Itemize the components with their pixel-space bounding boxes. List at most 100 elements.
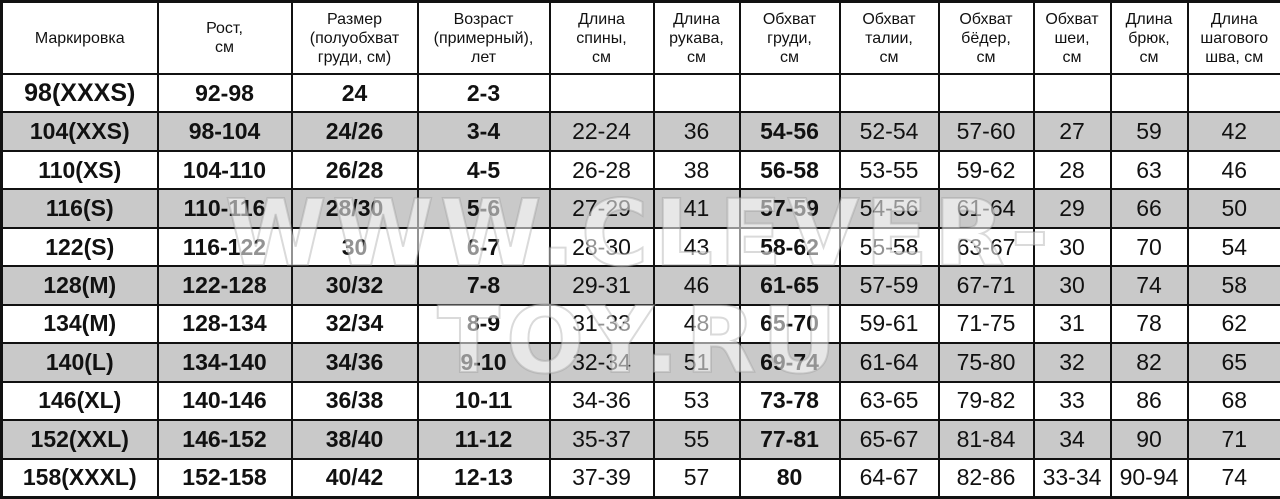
table-row: 146(XL) 140-146 36/38 10-11 34-36 53 73-78 63-6… [0, 380, 1280, 422]
column-header-height: Рост, см [156, 0, 293, 75]
cell-waist: 52-54 [838, 111, 940, 152]
cell-waist: 61-64 [838, 342, 940, 383]
cell-waist: 63-65 [838, 380, 940, 422]
table-row: 104(XXS) 98-104 24/26 3-4 22-24 36 54-56 52-54 5… [0, 111, 1280, 152]
cell-height: 104-110 [156, 149, 293, 191]
cell-inseam: 58 [1186, 265, 1280, 306]
cell-neck: 29 [1032, 188, 1112, 229]
table-row: 158(XXXL) 152-158 40/42 12-13 37-39 57 80 64-67… [0, 457, 1280, 499]
cell-size: 30 [290, 226, 419, 268]
table-row: 98(XXXS) 92-98 24 2-3 [0, 72, 1280, 114]
cell-neck: 32 [1032, 342, 1112, 383]
cell-chest [738, 72, 841, 114]
table-row: 140(L) 134-140 34/36 9-10 32-34 51 69-74 61-64 7… [0, 342, 1280, 383]
cell-neck: 34 [1032, 419, 1112, 460]
column-header-trousers-length: Длина брюк, см [1109, 0, 1189, 75]
cell-hips: 63-67 [937, 226, 1035, 268]
cell-sleeve-length: 36 [652, 111, 741, 152]
cell-trousers-length: 66 [1109, 188, 1189, 229]
cell-back-length: 27-29 [548, 188, 655, 229]
cell-chest: 80 [738, 457, 841, 499]
cell-back-length: 22-24 [548, 111, 655, 152]
cell-waist: 65-67 [838, 419, 940, 460]
cell-inseam: 65 [1186, 342, 1280, 383]
cell-waist: 55-58 [838, 226, 940, 268]
cell-chest: 54-56 [738, 111, 841, 152]
cell-size: 26/28 [290, 149, 419, 191]
cell-back-length: 35-37 [548, 419, 655, 460]
cell-chest: 73-78 [738, 380, 841, 422]
cell-hips: 59-62 [937, 149, 1035, 191]
cell-height: 122-128 [156, 265, 293, 306]
cell-height: 110-116 [156, 188, 293, 229]
cell-age: 8-9 [416, 303, 551, 345]
cell-hips [937, 72, 1035, 114]
cell-hips: 82-86 [937, 457, 1035, 499]
cell-waist: 59-61 [838, 303, 940, 345]
cell-height: 140-146 [156, 380, 293, 422]
column-header-neck: Обхват шеи, см [1032, 0, 1112, 75]
cell-inseam: 74 [1186, 457, 1280, 499]
column-header-inseam: Длина шагового шва, см [1186, 0, 1280, 75]
cell-inseam: 46 [1186, 149, 1280, 191]
cell-age: 3-4 [416, 111, 551, 152]
cell-marking: 134(M) [0, 303, 159, 345]
table-row: 134(M) 128-134 32/34 8-9 31-33 48 65-70 59-61 71… [0, 303, 1280, 345]
cell-neck [1032, 72, 1112, 114]
cell-trousers-length: 90-94 [1109, 457, 1189, 499]
cell-size: 30/32 [290, 265, 419, 306]
cell-trousers-length [1109, 72, 1189, 114]
cell-trousers-length: 59 [1109, 111, 1189, 152]
cell-size: 40/42 [290, 457, 419, 499]
cell-size: 36/38 [290, 380, 419, 422]
cell-trousers-length: 70 [1109, 226, 1189, 268]
cell-back-length: 37-39 [548, 457, 655, 499]
cell-sleeve-length: 43 [652, 226, 741, 268]
table-row: 116(S) 110-116 28/30 5-6 27-29 41 57-59 54-56 61… [0, 188, 1280, 229]
cell-size: 32/34 [290, 303, 419, 345]
cell-hips: 81-84 [937, 419, 1035, 460]
cell-age: 9-10 [416, 342, 551, 383]
cell-marking: 104(XXS) [0, 111, 159, 152]
column-header-marking: Маркировка [0, 0, 159, 75]
cell-back-length [548, 72, 655, 114]
column-header-waist: Обхват талии, см [838, 0, 940, 75]
cell-size: 24/26 [290, 111, 419, 152]
cell-waist: 64-67 [838, 457, 940, 499]
cell-neck: 30 [1032, 265, 1112, 306]
cell-neck: 28 [1032, 149, 1112, 191]
column-header-hips: Обхват бёдер, см [937, 0, 1035, 75]
cell-chest: 65-70 [738, 303, 841, 345]
cell-marking: 116(S) [0, 188, 159, 229]
cell-size: 38/40 [290, 419, 419, 460]
cell-marking: 140(L) [0, 342, 159, 383]
cell-height: 128-134 [156, 303, 293, 345]
cell-waist: 53-55 [838, 149, 940, 191]
cell-chest: 61-65 [738, 265, 841, 306]
cell-waist: 54-56 [838, 188, 940, 229]
cell-age: 6-7 [416, 226, 551, 268]
cell-sleeve-length: 53 [652, 380, 741, 422]
cell-back-length: 28-30 [548, 226, 655, 268]
cell-marking: 98(XXXS) [0, 72, 159, 114]
header-row: Маркировка Рост, см Размер (полуобхват гру… [0, 0, 1280, 75]
cell-sleeve-length: 38 [652, 149, 741, 191]
cell-age: 11-12 [416, 419, 551, 460]
cell-sleeve-length: 51 [652, 342, 741, 383]
cell-inseam [1186, 72, 1280, 114]
table-row: 152(XXL) 146-152 38/40 11-12 35-37 55 77-81 65-… [0, 419, 1280, 460]
cell-neck: 33 [1032, 380, 1112, 422]
cell-marking: 152(XXL) [0, 419, 159, 460]
column-header-back-length: Длина спины, см [548, 0, 655, 75]
cell-neck: 30 [1032, 226, 1112, 268]
cell-trousers-length: 74 [1109, 265, 1189, 306]
cell-age: 7-8 [416, 265, 551, 306]
cell-inseam: 68 [1186, 380, 1280, 422]
cell-height: 146-152 [156, 419, 293, 460]
cell-trousers-length: 86 [1109, 380, 1189, 422]
cell-size: 28/30 [290, 188, 419, 229]
cell-age: 10-11 [416, 380, 551, 422]
column-header-size: Размер (полуобхват груди, см) [290, 0, 419, 75]
cell-size: 24 [290, 72, 419, 114]
